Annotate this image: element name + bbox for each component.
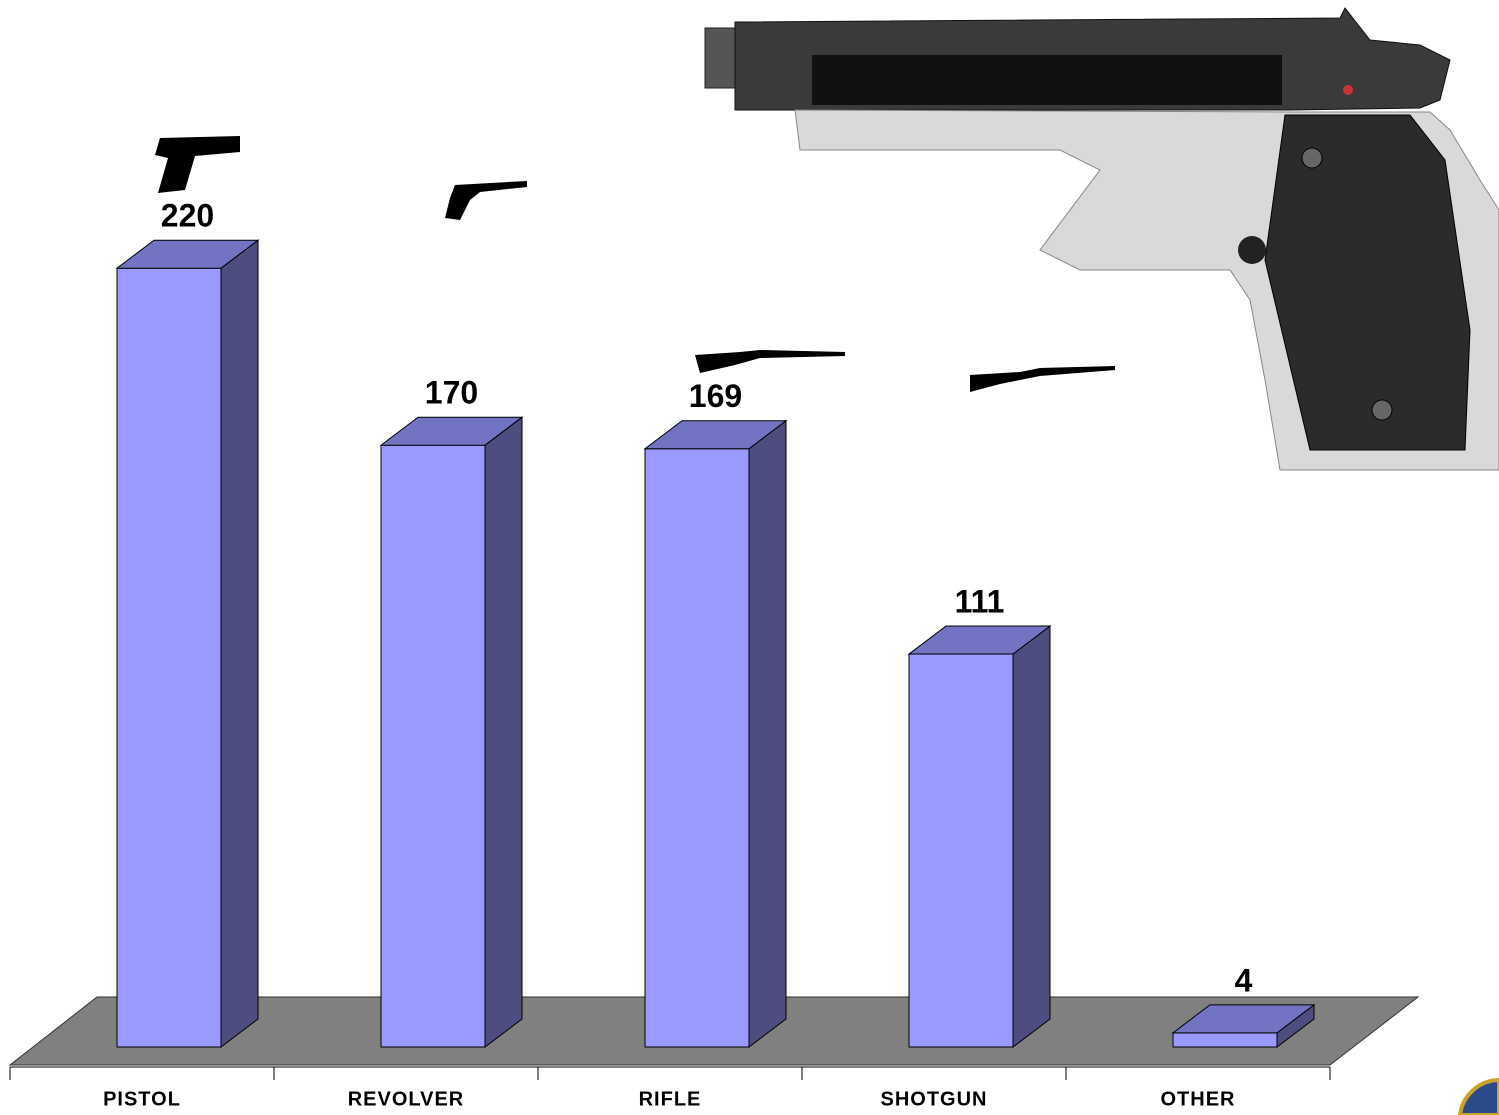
- bar: [1173, 1033, 1277, 1047]
- bar-side: [485, 417, 522, 1047]
- large-pistol-image: [705, 8, 1499, 470]
- x-tick-label: OTHER: [1161, 1088, 1236, 1110]
- value-label: 111: [955, 584, 1005, 620]
- bar: [909, 654, 1013, 1047]
- value-label: 4: [1235, 962, 1253, 998]
- bar: [381, 445, 485, 1047]
- value-label: 170: [425, 375, 478, 411]
- bar: [117, 268, 221, 1047]
- x-tick-label: RIFLE: [639, 1088, 702, 1110]
- x-tick-label: PISTOL: [103, 1088, 181, 1110]
- bar-side: [749, 421, 786, 1047]
- bar-side: [221, 240, 258, 1047]
- value-label: 220: [161, 198, 214, 234]
- chart: PISTOL 220 REVOLVER 170 RIFLE 169 SHOTGUN 111 OT…: [0, 0, 1499, 1115]
- x-tick-label: SHOTGUN: [881, 1088, 988, 1110]
- value-label: 169: [689, 378, 742, 414]
- x-tick-label: REVOLVER: [348, 1088, 465, 1110]
- small-gun-icons: [155, 136, 1115, 392]
- bar: [645, 449, 749, 1047]
- bar-side: [1013, 626, 1050, 1047]
- seal-image: [1460, 1080, 1499, 1115]
